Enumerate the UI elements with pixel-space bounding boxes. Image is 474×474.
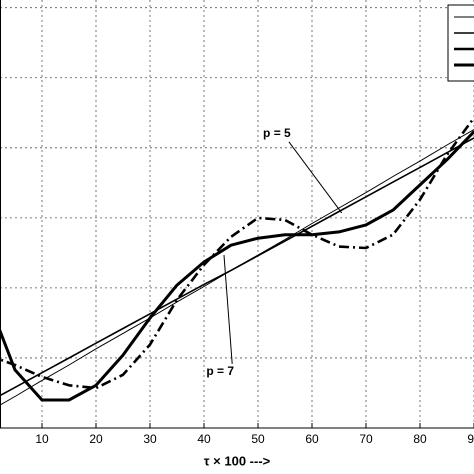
x-tick-label: 20 xyxy=(89,432,103,446)
x-tick-label: 40 xyxy=(197,432,211,446)
series-line xyxy=(0,130,474,402)
annotation-arrow xyxy=(288,141,343,214)
x-tick-label: 10 xyxy=(35,432,49,446)
series-line xyxy=(0,137,474,397)
x-tick-label: 90 xyxy=(467,432,474,446)
annotation-text: p = 7 xyxy=(206,364,234,378)
annotation-arrow xyxy=(223,254,233,364)
x-tick-label: 80 xyxy=(413,432,427,446)
x-tick-label: 30 xyxy=(143,432,157,446)
x-tick-label: 70 xyxy=(359,432,373,446)
x-tick-label: 60 xyxy=(305,432,319,446)
annotation-text: p = 5 xyxy=(263,126,291,140)
series-line xyxy=(0,116,474,390)
x-tick-label: 50 xyxy=(251,432,265,446)
x-axis-label: τ × 100 ---> xyxy=(204,453,271,468)
legend-box xyxy=(447,4,474,82)
